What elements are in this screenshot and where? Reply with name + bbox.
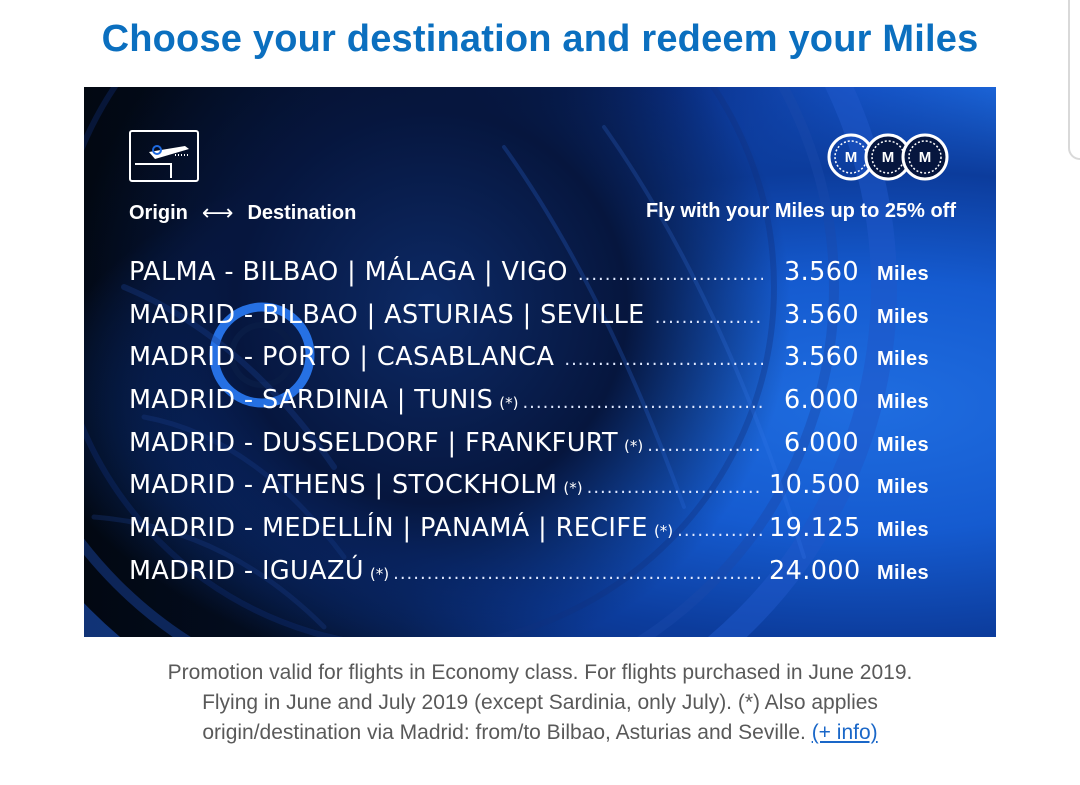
route-note-marker: (*) bbox=[653, 522, 674, 541]
leader-dots: ........................................… bbox=[393, 562, 763, 584]
route-name: MADRID - ATHENS | STOCKHOLM bbox=[129, 470, 558, 501]
route-name: MADRID - IGUAZÚ bbox=[129, 555, 364, 586]
route-note-marker: (*) bbox=[499, 394, 519, 413]
footnote-line-3-text: origin/destination via Madrid: from/to B… bbox=[202, 721, 806, 744]
route-miles-unit: Miles bbox=[877, 391, 930, 414]
route-miles-unit: Miles bbox=[877, 433, 930, 456]
route-name: MADRID - DUSSELDORF | FRANKFURT bbox=[129, 427, 619, 458]
route-row: MADRID - BILBAO | ASTURIAS | SEVILLE ...… bbox=[129, 300, 949, 343]
route-name: MADRID - MEDELLÍN | PANAMÁ | RECIFE bbox=[129, 513, 648, 544]
engine-decoration bbox=[84, 87, 897, 637]
route-miles-amount: 6.000 bbox=[783, 385, 859, 416]
promo-footnote: Promotion valid for flights in Economy c… bbox=[0, 658, 1080, 748]
route-row: MADRID - IGUAZÚ (*) ....................… bbox=[129, 556, 949, 599]
route-miles-unit: Miles bbox=[877, 519, 930, 542]
footnote-line-1: Promotion valid for flights in Economy c… bbox=[167, 661, 913, 684]
leader-dots: ........................................… bbox=[677, 520, 763, 542]
route-miles-amount: 10.500 bbox=[769, 470, 861, 501]
route-row: MADRID - SARDINIA | TUNIS (*) ..........… bbox=[129, 385, 949, 428]
route-name: MADRID - SARDINIA | TUNIS bbox=[129, 385, 494, 416]
footnote-line-3: origin/destination via Madrid: from/to B… bbox=[0, 718, 1080, 748]
route-miles-amount: 19.125 bbox=[769, 513, 861, 544]
boarding-card-icon bbox=[129, 130, 199, 182]
route-note-marker: (*) bbox=[624, 436, 644, 455]
promo-tagline: Fly with your Miles up to 25% off bbox=[645, 200, 956, 222]
promo-banner: M M M Origin ⟷ Destination Fly with your… bbox=[84, 87, 996, 637]
miles-coins-icon: M M M bbox=[825, 131, 951, 183]
route-row: PALMA - BILBAO | MÁLAGA | VIGO .........… bbox=[129, 257, 949, 300]
route-miles-unit: Miles bbox=[877, 561, 930, 584]
route-row: MADRID - DUSSELDORF | FRANKFURT (*) ....… bbox=[129, 428, 949, 471]
route-miles-amount: 6.000 bbox=[783, 427, 859, 458]
route-name: MADRID - BILBAO | ASTURIAS | SEVILLE bbox=[129, 299, 645, 330]
route-list: PALMA - BILBAO | MÁLAGA | VIGO .........… bbox=[129, 257, 949, 599]
route-note-marker: (*) bbox=[563, 479, 583, 498]
coin-letter-2: M bbox=[882, 149, 895, 166]
page-title: Choose your destination and redeem your … bbox=[101, 18, 979, 60]
footnote-line-2: Flying in June and July 2019 (except Sar… bbox=[202, 691, 878, 714]
route-name: PALMA - BILBAO | MÁLAGA | VIGO bbox=[129, 257, 568, 287]
route-miles-unit: Miles bbox=[877, 476, 930, 499]
route-note-marker: (*) bbox=[369, 564, 390, 583]
more-info-link[interactable]: (+ info) bbox=[811, 721, 878, 744]
coin-letter-1: M bbox=[845, 149, 858, 166]
coin-letter-3: M bbox=[919, 149, 932, 166]
leader-dots: ........................................… bbox=[654, 306, 763, 328]
origin-label: Origin bbox=[129, 201, 188, 224]
route-miles-amount: 3.560 bbox=[783, 299, 859, 330]
leader-dots: ........................................… bbox=[522, 392, 763, 414]
route-miles-unit: Miles bbox=[877, 348, 930, 371]
leader-dots: ........................................… bbox=[577, 264, 763, 285]
destination-label: Destination bbox=[247, 201, 357, 224]
route-miles-amount: 3.560 bbox=[783, 257, 859, 287]
route-row: MADRID - ATHENS | STOCKHOLM (*) ........… bbox=[129, 470, 949, 513]
route-row: MADRID - PORTO | CASABLANCA ............… bbox=[129, 342, 949, 385]
route-row: MADRID - MEDELLÍN | PANAMÁ | RECIFE (*) … bbox=[129, 513, 949, 556]
origin-destination-header: Origin ⟷ Destination bbox=[129, 200, 356, 226]
bidirectional-arrow-icon: ⟷ bbox=[201, 200, 234, 225]
leader-dots: ........................................… bbox=[564, 349, 763, 371]
route-miles-unit: Miles bbox=[877, 305, 930, 328]
route-miles-amount: 24.000 bbox=[769, 555, 861, 586]
route-miles-unit: Miles bbox=[877, 263, 930, 285]
route-miles-amount: 3.560 bbox=[783, 342, 859, 373]
leader-dots: ........................................… bbox=[647, 434, 763, 456]
leader-dots: ........................................… bbox=[586, 477, 763, 499]
route-name: MADRID - PORTO | CASABLANCA bbox=[129, 342, 555, 373]
